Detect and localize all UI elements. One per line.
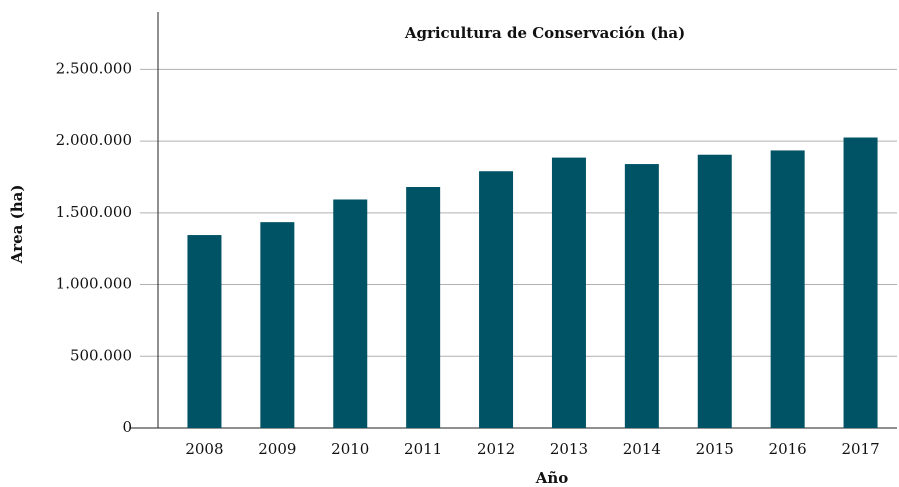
bar (624, 164, 659, 428)
bar (697, 154, 732, 429)
x-tick-label: 2014 (623, 440, 661, 458)
x-tick-label: 2013 (550, 440, 588, 458)
y-axis-label: Area (ha) (8, 185, 26, 265)
x-tick-label: 2016 (769, 440, 807, 458)
y-tick-label: 1.500.000 (56, 203, 132, 221)
x-tick-label: 2009 (258, 440, 296, 458)
bar (479, 171, 514, 428)
bar (551, 157, 586, 428)
x-tick-label: 2008 (185, 440, 223, 458)
bar (187, 235, 222, 428)
y-tick-label: 2.000.000 (56, 131, 132, 149)
y-tick-label: 500.000 (70, 346, 132, 364)
x-tick-label: 2017 (841, 440, 879, 458)
bar (843, 137, 878, 428)
bar (260, 222, 295, 428)
bar (406, 187, 441, 428)
y-tick-label: 1.000.000 (56, 275, 132, 293)
y-tick-label: 0 (122, 418, 132, 436)
bar (770, 150, 805, 428)
bar (333, 199, 368, 428)
y-tick-label: 2.500.000 (56, 59, 132, 77)
x-axis-label: Año (535, 469, 569, 487)
x-tick-label: 2015 (696, 440, 734, 458)
chart-title: Agricultura de Conservación (ha) (404, 24, 685, 42)
x-tick-label: 2012 (477, 440, 515, 458)
x-tick-label: 2010 (331, 440, 369, 458)
x-tick-label: 2011 (404, 440, 442, 458)
